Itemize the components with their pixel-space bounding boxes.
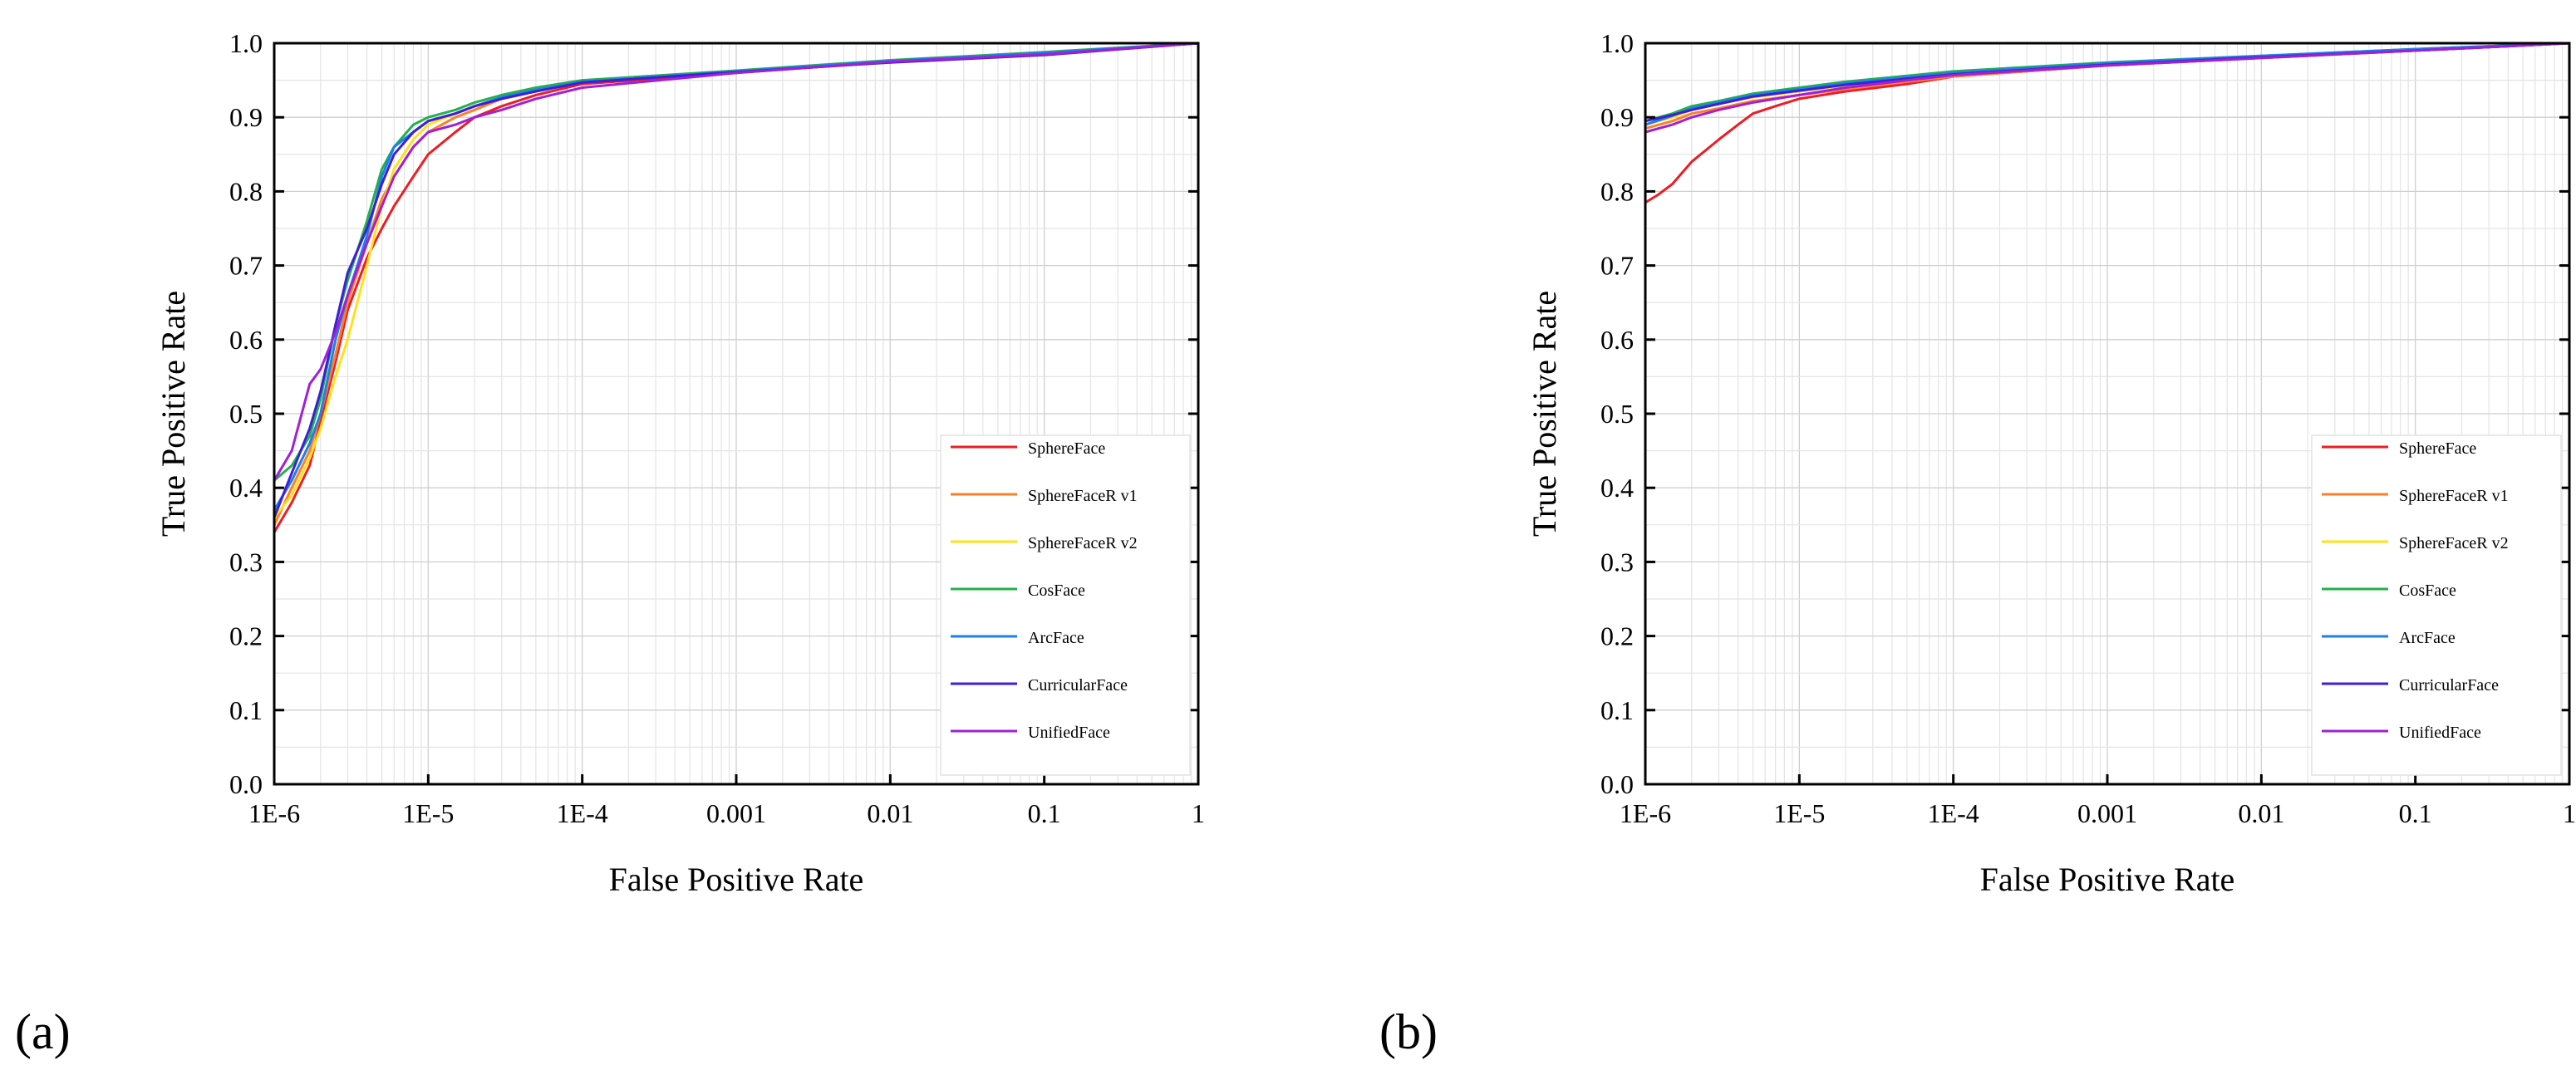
y-axis-title: True Positive Rate: [1526, 291, 1563, 537]
x-tick-label: 0.001: [2077, 798, 2137, 828]
y-tick-label: 0.3: [229, 547, 263, 577]
series-line-unifiedface: [273, 42, 1199, 482]
series-line-unifiedface: [1644, 42, 2570, 134]
y-tick-label: 0.2: [229, 621, 263, 651]
series-line-curricularface: [273, 42, 1199, 518]
legend-label: SphereFaceR v1: [1028, 487, 1138, 505]
legend-label: ArcFace: [1028, 629, 1084, 647]
y-tick-label: 0.8: [1600, 176, 1634, 206]
legend-label: CurricularFace: [2399, 676, 2499, 695]
series-lines: [273, 42, 1199, 533]
y-axis-title: True Positive Rate: [155, 291, 192, 537]
y-tick-label: 0.4: [229, 473, 263, 503]
y-tick-label: 0.5: [229, 399, 263, 429]
x-tick-label: 0.01: [2238, 798, 2284, 828]
x-tick-label: 0.1: [2399, 798, 2432, 828]
x-axis-title: False Positive Rate: [609, 861, 864, 898]
x-tick-label: 1E-4: [557, 798, 608, 828]
y-tick-label: 0.9: [229, 102, 263, 132]
y-tick-label: 0.4: [1600, 473, 1634, 503]
y-tick-label: 0.5: [1600, 399, 1634, 429]
y-tick-label: 0.3: [1600, 547, 1634, 577]
legend-label: UnifiedFace: [2399, 724, 2481, 742]
legend-label: UnifiedFace: [1028, 724, 1110, 742]
x-tick-label: 1E-4: [1928, 798, 1979, 828]
x-tick-label: 0.1: [1028, 798, 1061, 828]
legend-label: CurricularFace: [1028, 676, 1128, 695]
x-tick-label: 1E-6: [248, 798, 300, 828]
chart-panel-a: 1E-6 1E-5 1E-4 0.001 0.01 0.1 1 0.0 0.1 0.2 0.3 0.4…: [15, 28, 1205, 1059]
legend: SphereFace SphereFaceR v1 SphereFaceR v2 Co…: [940, 434, 1191, 776]
y-tick-label: 0.6: [229, 325, 263, 355]
x-axis: 1E-6 1E-5 1E-4 0.001 0.01 0.1 1: [248, 774, 1205, 828]
y-tick-label: 1.0: [229, 28, 263, 58]
y-tick-label: 0.9: [1600, 102, 1634, 132]
panel-label: (b): [1379, 1004, 1438, 1059]
x-tick-label: 1E-5: [402, 798, 454, 828]
series-line-arcface: [1644, 42, 2570, 126]
x-axis: 1E-6 1E-5 1E-4 0.001 0.01 0.1 1: [1620, 774, 2576, 828]
y-tick-label: 0.0: [1600, 769, 1634, 799]
chart-panel-b: 1E-6 1E-5 1E-4 0.001 0.01 0.1 1 0.0 0.1 0.2 0.3 0.4…: [1379, 28, 2576, 1059]
y-tick-label: 0.7: [1600, 251, 1634, 281]
legend-label: CosFace: [2399, 582, 2456, 600]
series-lines: [1644, 42, 2570, 204]
x-tick-label: 0.01: [867, 798, 913, 828]
x-tick-label: 1: [1192, 798, 1205, 828]
y-tick-label: 0.1: [229, 695, 263, 725]
panel-label: (a): [15, 1004, 71, 1059]
y-tick-label: 0.0: [229, 769, 263, 799]
legend-label: SphereFace: [1028, 439, 1105, 458]
legend-label: SphereFaceR v1: [2399, 487, 2509, 505]
y-axis: 0.0 0.1 0.2 0.3 0.4 0.5 0.6 0.7 0.8 0.9 1.0: [1600, 28, 2569, 799]
y-tick-label: 0.8: [229, 176, 263, 206]
x-tick-label: 1E-5: [1773, 798, 1825, 828]
legend-label: SphereFace: [2399, 439, 2476, 458]
x-tick-label: 0.001: [706, 798, 766, 828]
legend-label: ArcFace: [2399, 629, 2456, 647]
legend-box: [2311, 434, 2562, 776]
legend-label: SphereFaceR v2: [1028, 534, 1138, 552]
x-axis-title: False Positive Rate: [1980, 861, 2235, 898]
y-tick-label: 0.6: [1600, 325, 1634, 355]
x-tick-label: 1E-6: [1620, 798, 1671, 828]
legend: SphereFace SphereFaceR v1 SphereFaceR v2 Co…: [2311, 434, 2562, 776]
legend-label: SphereFaceR v2: [2399, 534, 2509, 552]
y-axis: 0.0 0.1 0.2 0.3 0.4 0.5 0.6 0.7 0.8 0.9 1.0: [229, 28, 1198, 799]
x-tick-label: 1: [2563, 798, 2576, 828]
y-tick-label: 0.2: [1600, 621, 1634, 651]
y-tick-label: 0.1: [1600, 695, 1634, 725]
legend-label: CosFace: [1028, 582, 1085, 600]
y-tick-label: 1.0: [1600, 28, 1634, 58]
y-tick-label: 0.7: [229, 251, 263, 281]
legend-box: [940, 434, 1191, 776]
